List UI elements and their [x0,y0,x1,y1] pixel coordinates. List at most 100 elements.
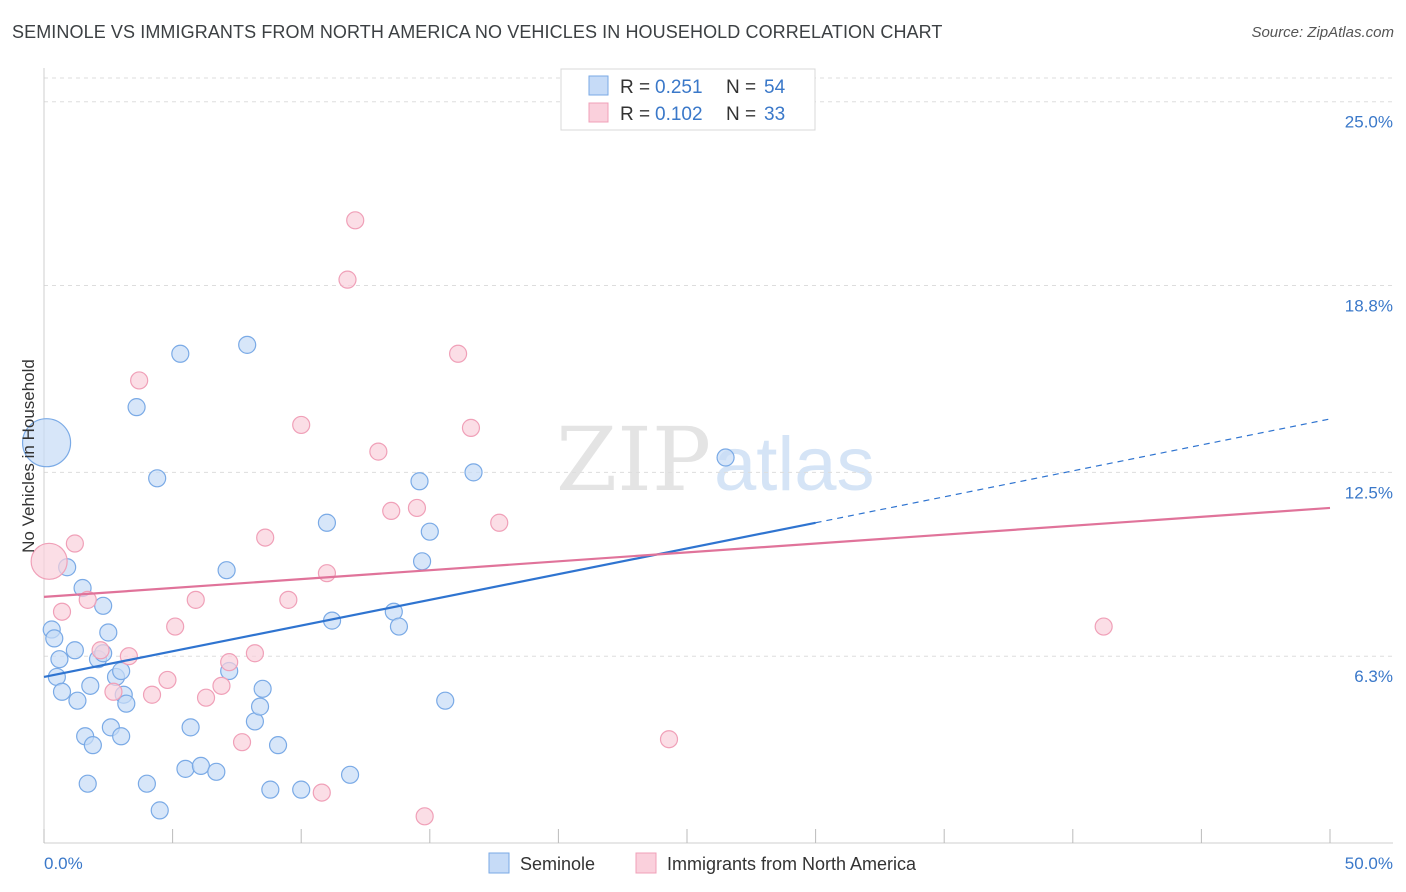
legend-n-label-1: N = [726,77,756,98]
point-seminole [317,513,337,532]
x-tick-label-min: 0.0% [44,854,83,873]
point-immigrants [245,644,265,663]
chart-title: SEMINOLE VS IMMIGRANTS FROM NORTH AMERIC… [12,22,943,42]
point-seminole [176,759,195,778]
legend-n-value-2: 33 [764,104,785,125]
legend-r-label-1: R = [620,77,650,98]
point-seminole [148,469,167,488]
point-seminole [268,736,288,755]
point-immigrants [196,688,216,707]
point-immigrants [407,498,427,518]
bottom-legend-label-seminole: Seminole [520,854,595,874]
point-immigrants [382,501,401,521]
point-immigrants [490,513,509,532]
point-seminole [464,463,483,482]
y-tick-label: 18.8% [1345,297,1393,316]
point-immigrants [78,590,97,609]
point-immigrants [312,783,331,802]
point-seminole [112,727,131,746]
point-seminole [45,629,64,648]
watermark-atlas: atlas [714,422,875,507]
y-tick-label: 6.3% [1354,667,1393,686]
point-seminole [261,780,280,799]
legend-r-value-1: 0.251 [655,77,703,98]
point-seminole [50,650,69,669]
point-immigrants [292,415,311,435]
point-seminole [150,801,169,820]
trend-line-seminole-extension [815,418,1331,524]
point-seminole [292,780,311,799]
legend-swatch-seminole [588,75,609,96]
point-seminole [52,682,72,701]
point-seminole [436,691,455,710]
point-immigrants [369,442,388,461]
point-immigrants [338,270,357,289]
point-immigrants [104,682,123,701]
bottom-legend-label-immigrants: Immigrants from North America [667,854,917,874]
bottom-legend-swatch-seminole [488,852,510,874]
bottom-legend: Seminole Immigrants from North America [488,852,917,874]
grid-lines [44,77,1393,657]
trend-line-seminole [43,521,816,679]
point-immigrants [232,733,252,752]
point-seminole [181,718,200,737]
y-tick-label: 25.0% [1345,113,1393,132]
point-immigrants [158,670,177,690]
point-seminole [207,762,226,781]
point-immigrants [659,730,679,749]
point-seminole [68,691,87,710]
point-immigrants [415,807,434,826]
point-seminole [410,472,429,491]
x-tick-label-max: 50.0% [1345,854,1393,873]
point-immigrants [186,590,205,609]
point-seminole [191,756,210,776]
point-immigrants [448,344,468,363]
legend-n-label-2: N = [726,104,756,125]
trend-lines [43,418,1331,679]
legend-r-value-2: 0.102 [655,104,703,125]
point-immigrants [279,590,298,609]
point-seminole [412,552,432,571]
point-seminole [127,398,146,417]
y-tick-label: 12.5% [1345,483,1393,502]
bottom-legend-swatch-immigrants [635,852,657,874]
top-legend: R = 0.251 N = 54 R = 0.102 N = 33 [560,68,816,131]
point-immigrants [461,418,481,437]
trend-line-immigrants [43,506,1331,598]
point-seminole [81,676,100,695]
point-seminole [250,697,270,716]
point-seminole [78,774,97,793]
point-seminole [137,774,156,793]
point-immigrants [317,564,337,583]
y-axis-label: No Vehicles in Household [19,359,38,553]
legend-r-label-2: R = [620,104,650,125]
point-immigrants [65,534,84,553]
point-immigrants [256,528,275,547]
point-immigrants [220,653,239,672]
point-seminole [238,335,257,354]
point-immigrants [130,371,149,390]
point-immigrants [212,676,231,695]
point-seminole [171,344,190,363]
point-immigrants [91,641,110,660]
point-seminole [83,736,102,755]
legend-swatch-immigrants [588,102,609,123]
point-immigrants [142,685,162,704]
point-immigrants [30,542,68,580]
point-seminole [217,561,236,580]
point-seminole [117,694,136,713]
point-immigrants [346,211,365,230]
watermark-zip: ZIP [556,408,711,511]
point-seminole [94,596,113,615]
point-seminole [389,617,409,636]
point-immigrants [52,602,72,621]
data-points [21,211,1113,826]
point-seminole [716,448,735,467]
point-seminole [21,418,72,468]
legend-n-value-1: 54 [764,77,786,98]
source-label: Source: ZipAtlas.com [1251,24,1394,41]
point-seminole [253,679,272,698]
point-immigrants [1094,617,1113,636]
point-seminole [99,623,118,642]
point-seminole [65,641,84,660]
